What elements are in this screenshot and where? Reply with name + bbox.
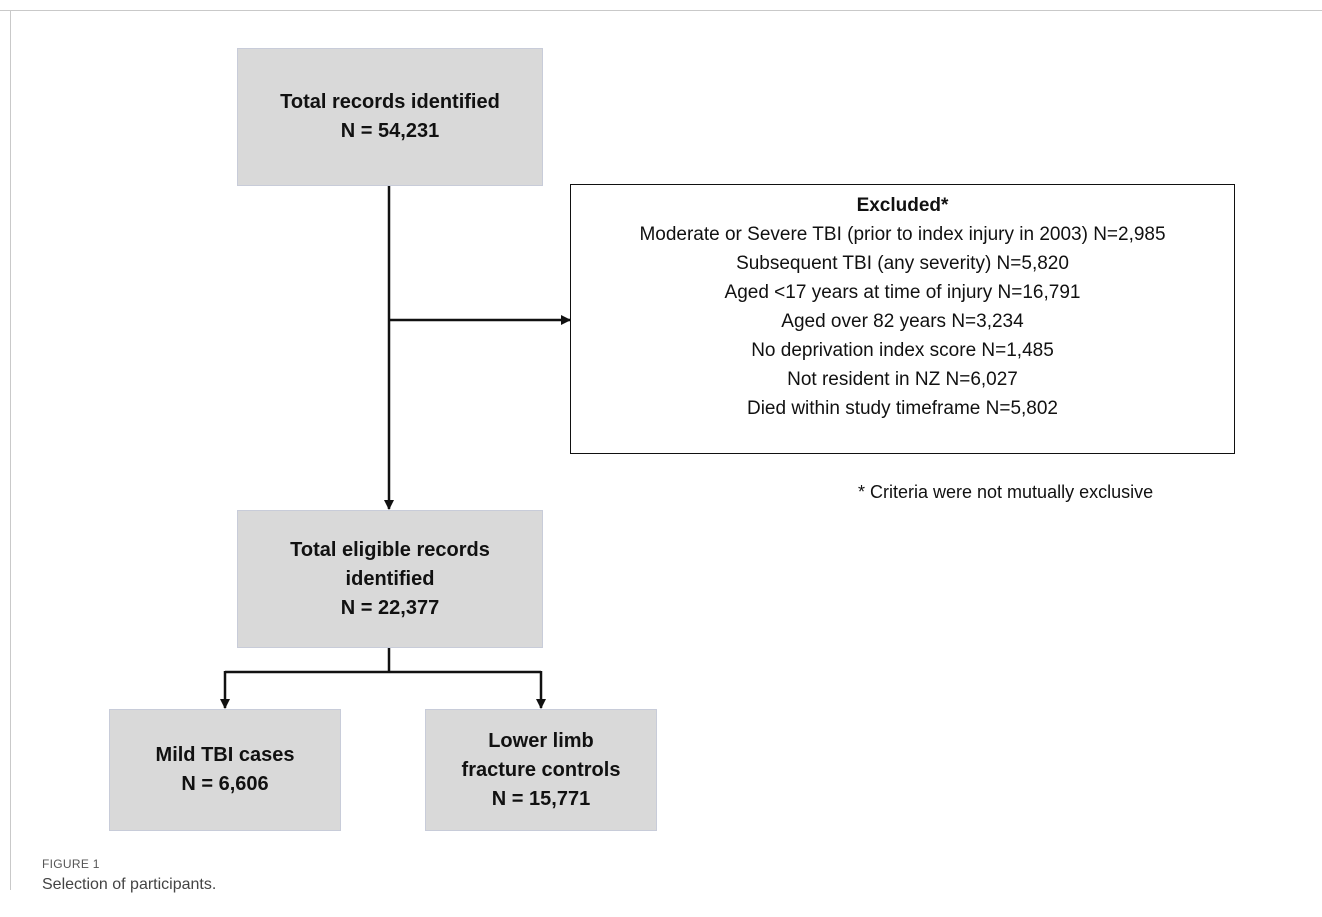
excluded-title: Excluded*	[856, 195, 949, 216]
controls-label-1: Lower limb	[488, 729, 594, 752]
left-rule	[10, 10, 11, 890]
controls-box: Lower limb fracture controls N = 15,771	[425, 709, 657, 831]
excluded-item: Subsequent TBI (any severity) N=5,820	[736, 253, 1069, 274]
criteria-note: * Criteria were not mutually exclusive	[858, 482, 1154, 502]
total-records-label: Total records identified	[280, 91, 500, 113]
controls-label-2: fracture controls	[461, 758, 621, 781]
excluded-item: No deprivation index score N=1,485	[751, 340, 1054, 361]
eligible-records-label-2: identified	[345, 567, 435, 590]
mild-tbi-label: Mild TBI cases	[155, 744, 295, 766]
excluded-item: Died within study timeframe N=5,802	[746, 398, 1058, 419]
eligible-records-label-1: Total eligible records	[290, 538, 490, 561]
excluded-box: Excluded* Moderate or Severe TBI (prior …	[570, 184, 1235, 454]
total-records-count: N = 54,231	[340, 120, 440, 142]
controls-count: N = 15,771	[491, 787, 591, 810]
excluded-item: Aged over 82 years N=3,234	[781, 311, 1024, 332]
top-rule	[0, 10, 1322, 11]
eligible-records-box: Total eligible records identified N = 22…	[237, 510, 543, 648]
eligible-records-count: N = 22,377	[340, 596, 440, 619]
excluded-item: Aged <17 years at time of injury N=16,79…	[724, 282, 1081, 303]
figure-label: FIGURE 1	[42, 857, 100, 871]
excluded-item: Moderate or Severe TBI (prior to index i…	[639, 224, 1166, 245]
excluded-item: Not resident in NZ N=6,027	[787, 369, 1018, 390]
mild-tbi-count: N = 6,606	[181, 773, 269, 795]
figure-caption: Selection of participants.	[42, 876, 217, 893]
total-records-box: Total records identified N = 54,231	[237, 48, 543, 186]
mild-tbi-box: Mild TBI cases N = 6,606	[109, 709, 341, 831]
